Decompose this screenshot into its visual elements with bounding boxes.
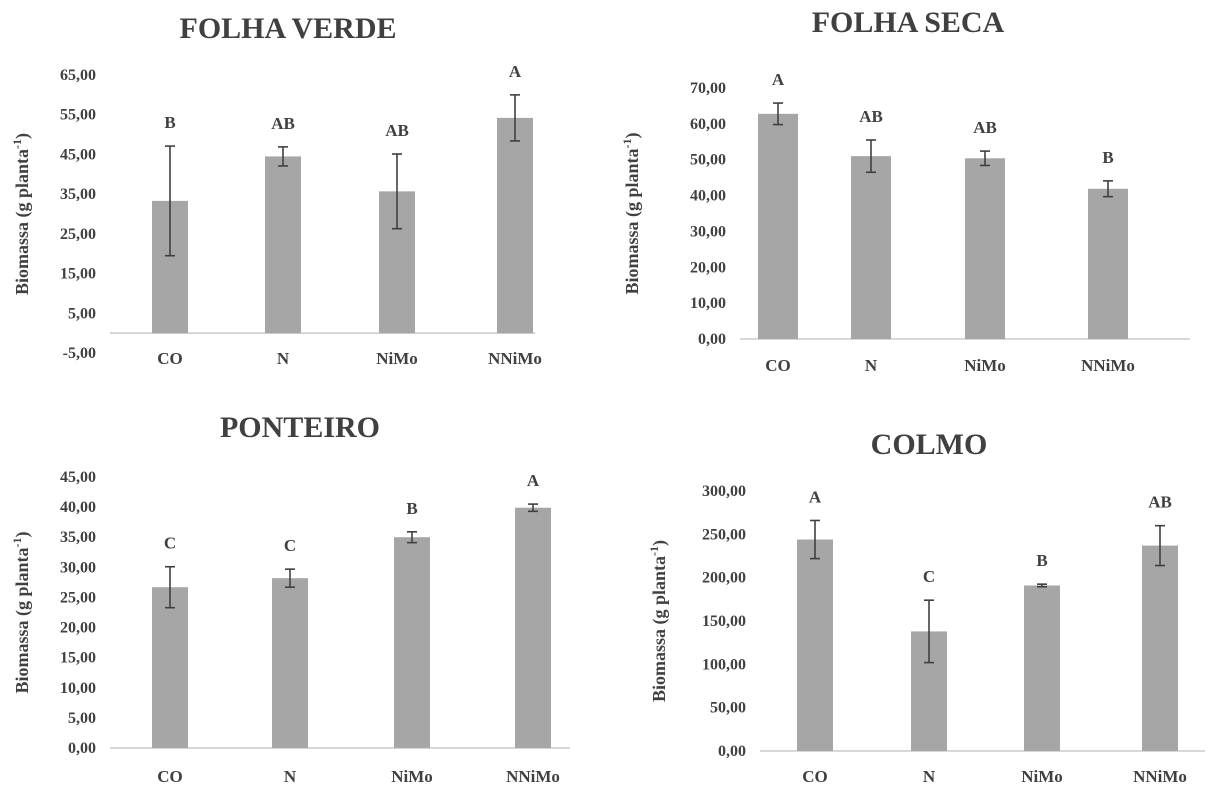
chart-1-significance-letter: AB xyxy=(271,114,295,133)
chart-4-significance-letter: AB xyxy=(1148,493,1172,512)
chart-1-y-tick-label: -5,00 xyxy=(63,345,96,362)
chart-2-y-axis-label-text: Biomassa (g planta xyxy=(622,148,643,294)
chart-2-x-tick-label: CO xyxy=(765,356,791,375)
chart-3-y-tick-label: 15,00 xyxy=(60,650,96,667)
chart-3-y-tick-label: 5,00 xyxy=(68,710,96,727)
chart-3-y-tick-label: 10,00 xyxy=(60,680,96,697)
chart-2-title: FOLHA SECA xyxy=(812,6,1005,39)
chart-1-y-axis-label: Biomassa (g planta-1) xyxy=(10,133,33,295)
chart-4-x-tick-label: CO xyxy=(802,767,828,786)
chart-4-bar xyxy=(1024,585,1060,751)
chart-2-y-tick-label: 20,00 xyxy=(690,259,726,276)
chart-3-x-tick-label: N xyxy=(284,767,297,786)
chart-4-significance-letter: B xyxy=(1036,551,1047,570)
chart-2-bar xyxy=(851,156,891,339)
chart-3-bar xyxy=(152,587,188,748)
chart-4-y-axis-label: Biomassa (g planta-1) xyxy=(647,540,670,702)
chart-3-y-tick-label: 0,00 xyxy=(68,740,96,757)
chart-4-y-tick-label: 100,00 xyxy=(702,656,746,673)
chart-2-bar xyxy=(758,113,798,340)
chart-1-bar xyxy=(265,156,301,334)
chart-3-y-axis-label: Biomassa (g planta-1) xyxy=(10,531,33,693)
chart-2-significance-letter: B xyxy=(1102,148,1113,167)
chart-3-bar xyxy=(272,578,308,748)
chart-3-significance-letter: C xyxy=(284,536,296,555)
chart-2-significance-letter: A xyxy=(772,70,785,89)
chart-1-significance-letter: A xyxy=(509,62,522,81)
chart-1-y-tick-label: 15,00 xyxy=(60,266,96,283)
chart-2-significance-letter: AB xyxy=(973,118,997,137)
chart-3-bar xyxy=(394,537,430,748)
chart-2-y-tick-label: 30,00 xyxy=(690,223,726,240)
chart-3-x-tick-label: NNiMo xyxy=(506,767,560,786)
chart-2-y-tick-label: 40,00 xyxy=(690,188,726,205)
chart-3-significance-letter: B xyxy=(406,499,417,518)
chart-4-y-tick-label: 250,00 xyxy=(702,526,746,543)
chart-2-y-tick-label: 10,00 xyxy=(690,295,726,312)
chart-1-y-tick-label: 25,00 xyxy=(60,226,96,243)
chart-2-x-tick-label: N xyxy=(865,356,878,375)
chart-1-y-axis-label-text: Biomassa (g planta xyxy=(12,149,33,295)
chart-4-y-axis-label-superscript: -1 xyxy=(647,546,661,556)
chart-1-x-tick-label: N xyxy=(277,349,290,368)
chart-4-y-tick-label: 0,00 xyxy=(718,743,746,760)
chart-4-y-tick-label: 150,00 xyxy=(702,613,746,630)
chart-4-significance-letter: A xyxy=(809,487,822,506)
chart-2-y-axis-label-superscript: -1 xyxy=(620,138,634,148)
chart-3-y-axis-label-close: ) xyxy=(12,531,33,537)
chart-3-y-tick-label: 20,00 xyxy=(60,620,96,637)
chart-1-significance-letter: AB xyxy=(385,121,409,140)
chart-3-significance-letter: C xyxy=(164,534,176,553)
chart-2-x-tick-label: NNiMo xyxy=(1081,356,1135,375)
chart-4-bar xyxy=(797,539,833,751)
chart-1-x-tick-label: NNiMo xyxy=(488,349,542,368)
chart-1-x-tick-label: CO xyxy=(157,349,183,368)
chart-2-significance-letter: AB xyxy=(859,107,883,126)
chart-3-bar xyxy=(515,507,551,748)
chart-4-y-axis-label-close: ) xyxy=(649,540,670,546)
chart-2-x-tick-label: NiMo xyxy=(964,356,1006,375)
chart-1-significance-letter: B xyxy=(164,113,175,132)
chart-4-y-tick-label: 200,00 xyxy=(702,570,746,587)
chart-1-y-tick-label: 5,00 xyxy=(68,305,96,322)
chart-1-y-tick-label: 35,00 xyxy=(60,186,96,203)
chart-1-bar xyxy=(497,117,533,334)
chart-4-x-tick-label: NNiMo xyxy=(1133,767,1187,786)
chart-4-title: COLMO xyxy=(871,428,988,461)
chart-3-y-tick-label: 30,00 xyxy=(60,559,96,576)
chart-4-significance-letter: C xyxy=(923,567,935,586)
chart-1-title: FOLHA VERDE xyxy=(180,12,397,45)
chart-3-y-tick-label: 35,00 xyxy=(60,529,96,546)
chart-1-y-tick-label: 65,00 xyxy=(60,67,96,84)
chart-2-y-tick-label: 50,00 xyxy=(690,152,726,169)
chart-1-y-axis-label-close: ) xyxy=(12,133,33,139)
chart-2-y-axis-label: Biomassa (g planta-1) xyxy=(620,132,643,294)
chart-3-y-axis-label-superscript: -1 xyxy=(10,537,24,547)
chart-1-y-tick-label: 55,00 xyxy=(60,107,96,124)
chart-4-y-axis-label-text: Biomassa (g planta xyxy=(649,556,670,702)
chart-1-x-tick-label: NiMo xyxy=(376,349,418,368)
chart-2-y-tick-label: 60,00 xyxy=(690,116,726,133)
chart-3-x-tick-label: CO xyxy=(157,767,183,786)
chart-2-bar xyxy=(1088,188,1128,339)
chart-4-x-tick-label: NiMo xyxy=(1021,767,1063,786)
chart-4-y-tick-label: 300,00 xyxy=(702,483,746,500)
chart-4-y-tick-label: 50,00 xyxy=(710,700,746,717)
chart-4-x-tick-label: N xyxy=(923,767,936,786)
chart-3-y-axis-label-text: Biomassa (g planta xyxy=(12,547,33,693)
chart-3-y-tick-label: 45,00 xyxy=(60,469,96,486)
chart-1-y-tick-label: 45,00 xyxy=(60,146,96,163)
chart-2-y-axis-label-close: ) xyxy=(622,132,643,138)
chart-1-y-axis-label-superscript: -1 xyxy=(10,139,24,149)
chart-2-y-tick-label: 0,00 xyxy=(698,331,726,348)
chart-2-bar xyxy=(965,158,1005,339)
chart-3-y-tick-label: 25,00 xyxy=(60,589,96,606)
chart-3-x-tick-label: NiMo xyxy=(391,767,433,786)
chart-3-title: PONTEIRO xyxy=(220,411,380,444)
chart-3-y-tick-label: 40,00 xyxy=(60,499,96,516)
chart-4-bar xyxy=(1142,545,1178,751)
chart-3-significance-letter: A xyxy=(527,471,540,490)
chart-2-y-tick-label: 70,00 xyxy=(690,80,726,97)
